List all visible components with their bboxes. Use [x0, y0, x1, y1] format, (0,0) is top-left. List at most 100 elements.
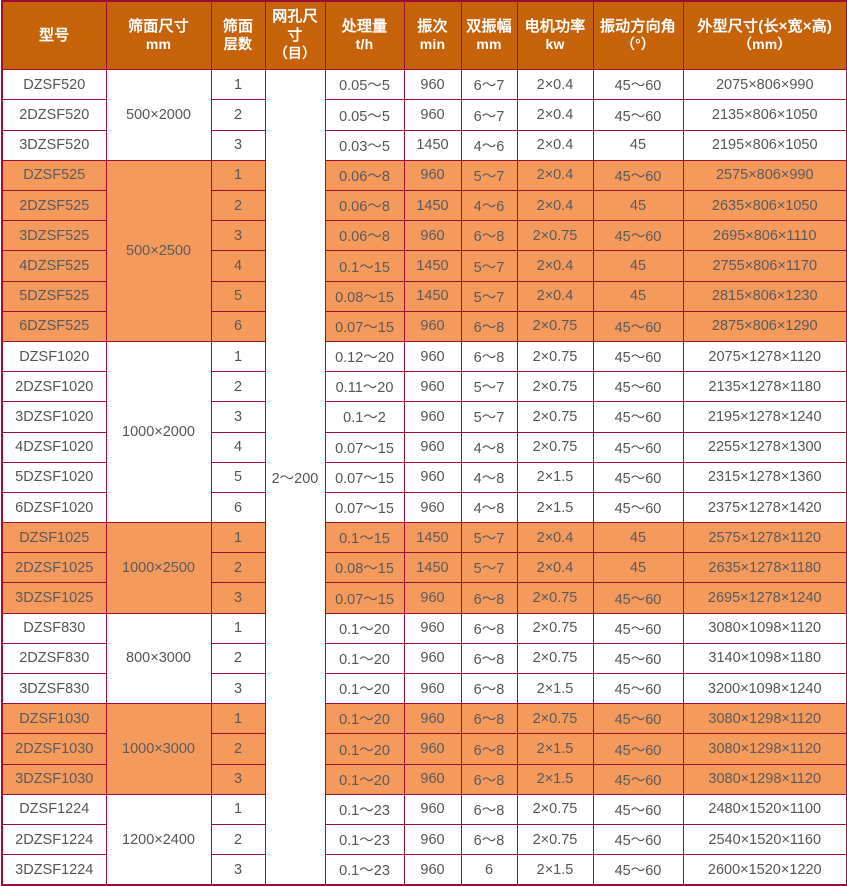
cell-frequency: 960	[403, 703, 462, 735]
cell-motor-power: 2×0.75	[516, 793, 594, 825]
cell-model: DZSF830	[1, 612, 107, 644]
column-header-1: 筛面尺寸 mm	[105, 0, 212, 71]
cell-amplitude: 6～7	[460, 69, 518, 101]
cell-frequency: 960	[403, 854, 462, 886]
cell-vibration-angle: 45～60	[592, 461, 684, 493]
table-row: 2DZSF525 2 0.06～8 1450 4～6 2×0.4 45 2635×806×10…	[1, 190, 847, 222]
cell-screen-layers: 3	[210, 401, 266, 433]
cell-vibration-angle: 45～60	[592, 733, 684, 765]
cell-amplitude: 6～8	[460, 823, 518, 856]
cell-amplitude: 6～8	[460, 703, 518, 735]
cell-capacity: 0.03～5	[324, 129, 405, 161]
column-header-4: 处理量 t/h	[324, 0, 405, 71]
cell-motor-power: 2×0.75	[516, 431, 594, 463]
cell-dimensions: 3080×1098×1120	[682, 612, 847, 644]
cell-dimensions: 2255×1278×1300	[682, 431, 847, 463]
cell-amplitude: 5～7	[460, 250, 518, 282]
column-header-7: 电机功率 kw	[516, 0, 594, 71]
column-header-unit: （°）	[620, 35, 656, 52]
cell-motor-power: 2×1.5	[516, 733, 594, 765]
cell-screen-layers: 1	[210, 159, 266, 192]
cell-amplitude: 6	[460, 854, 518, 886]
cell-vibration-angle: 45	[592, 190, 684, 222]
cell-capacity: 0.1～23	[324, 823, 405, 856]
cell-vibration-angle: 45～60	[592, 793, 684, 825]
cell-capacity: 0.07～15	[324, 431, 405, 463]
cell-vibration-angle: 45	[592, 129, 684, 161]
cell-model: DZSF1030	[1, 703, 107, 735]
column-header-8: 振动方向角 （°）	[592, 0, 684, 71]
column-header-unit: min	[419, 35, 446, 52]
cell-vibration-angle: 45～60	[592, 582, 684, 614]
table-row: 4DZSF525 4 0.1～15 1450 5～7 2×0.4 45 2755×806×11…	[1, 250, 847, 282]
cell-dimensions: 2315×1278×1360	[682, 461, 847, 493]
column-header-title: 双振幅	[466, 17, 512, 35]
cell-screen-layers: 2	[210, 99, 266, 131]
cell-screen-layers: 5	[210, 461, 266, 493]
table-row: 5DZSF1020 5 0.07～15 960 4～8 2×1.5 45～60 2315×12…	[1, 461, 847, 493]
cell-screen-layers: 6	[210, 310, 266, 342]
cell-model: 4DZSF525	[1, 250, 107, 282]
table-row: 2DZSF830 2 0.1～20 960 6～8 2×0.75 45～60 3140×109…	[1, 642, 847, 675]
cell-model: 3DZSF1020	[1, 401, 107, 433]
column-header-unit: （目）	[273, 45, 317, 62]
cell-frequency: 960	[403, 159, 462, 192]
cell-vibration-angle: 45～60	[592, 340, 684, 373]
table-row: DZSF525 500×2500 1 0.06～8 960 5～7 2×0.4 45～60 25…	[1, 159, 847, 342]
cell-capacity: 0.1～23	[324, 854, 405, 886]
cell-amplitude: 5～7	[460, 401, 518, 433]
cell-model: 4DZSF1020	[1, 431, 107, 463]
cell-capacity: 0.1～20	[324, 673, 405, 705]
column-header-6: 双振幅 mm	[460, 0, 518, 71]
cell-dimensions: 3200×1098×1240	[682, 673, 847, 705]
cell-model: 2DZSF1030	[1, 733, 107, 765]
cell-capacity: 0.07～15	[324, 582, 405, 614]
column-header-unit: kw	[545, 35, 565, 52]
cell-motor-power: 2×0.4	[516, 522, 594, 554]
cell-model: DZSF525	[1, 159, 107, 192]
cell-model: 5DZSF525	[1, 280, 107, 312]
cell-capacity: 0.1～23	[324, 793, 405, 825]
cell-amplitude: 6～8	[460, 220, 518, 252]
cell-screen-size: 1000×2000	[105, 340, 212, 524]
cell-dimensions: 2695×806×1110	[682, 220, 847, 252]
cell-screen-size: 500×2500	[105, 159, 212, 342]
cell-motor-power: 2×0.75	[516, 582, 594, 614]
column-header-title: 网孔尺寸	[272, 8, 318, 45]
cell-capacity: 0.1～20	[324, 763, 405, 795]
cell-capacity: 0.07～15	[324, 491, 405, 524]
table-body: DZSF520 500×2000 1 2～200 0.05～5 960 6～7 2×0.4 45…	[1, 69, 847, 886]
cell-screen-layers: 2	[210, 823, 266, 856]
cell-screen-size: 800×3000	[105, 612, 212, 705]
cell-vibration-angle: 45～60	[592, 159, 684, 192]
cell-model: 3DZSF520	[1, 129, 107, 161]
cell-model: 6DZSF1020	[1, 491, 107, 524]
cell-capacity: 0.07～15	[324, 310, 405, 342]
cell-vibration-angle: 45～60	[592, 703, 684, 735]
cell-vibration-angle: 45～60	[592, 220, 684, 252]
cell-motor-power: 2×0.4	[516, 159, 594, 192]
cell-frequency: 960	[403, 612, 462, 644]
cell-capacity: 0.06～8	[324, 220, 405, 252]
column-header-9: 外型尺寸(长×宽×高) （mm）	[682, 0, 847, 71]
table-header: 型号 筛面尺寸 mm 筛面 层数 网孔尺寸 （目） 处理量 t/h 振次 min 双振幅 mm 电机功率 k…	[1, 0, 847, 71]
cell-dimensions: 2075×1278×1120	[682, 340, 847, 373]
cell-frequency: 960	[403, 793, 462, 825]
cell-amplitude: 6～8	[460, 612, 518, 644]
table-row: 6DZSF525 6 0.07～15 960 6～8 2×0.75 45～60 2875×80…	[1, 310, 847, 342]
cell-motor-power: 2×0.4	[516, 129, 594, 161]
cell-capacity: 0.05～5	[324, 69, 405, 101]
column-header-3: 网孔尺寸 （目）	[264, 0, 326, 71]
table-row: 3DZSF1025 3 0.07～15 960 6～8 2×0.75 45～60 2695×1…	[1, 582, 847, 614]
cell-capacity: 0.1～20	[324, 733, 405, 765]
cell-model: 3DZSF1224	[1, 854, 107, 886]
cell-motor-power: 2×0.4	[516, 250, 594, 282]
cell-motor-power: 2×0.75	[516, 823, 594, 856]
cell-motor-power: 2×0.75	[516, 371, 594, 403]
cell-screen-layers: 1	[210, 793, 266, 825]
cell-model: 2DZSF1020	[1, 371, 107, 403]
cell-amplitude: 4～8	[460, 461, 518, 493]
cell-screen-size: 1000×2500	[105, 522, 212, 614]
cell-dimensions: 2540×1520×1160	[682, 823, 847, 856]
cell-amplitude: 6～8	[460, 763, 518, 795]
